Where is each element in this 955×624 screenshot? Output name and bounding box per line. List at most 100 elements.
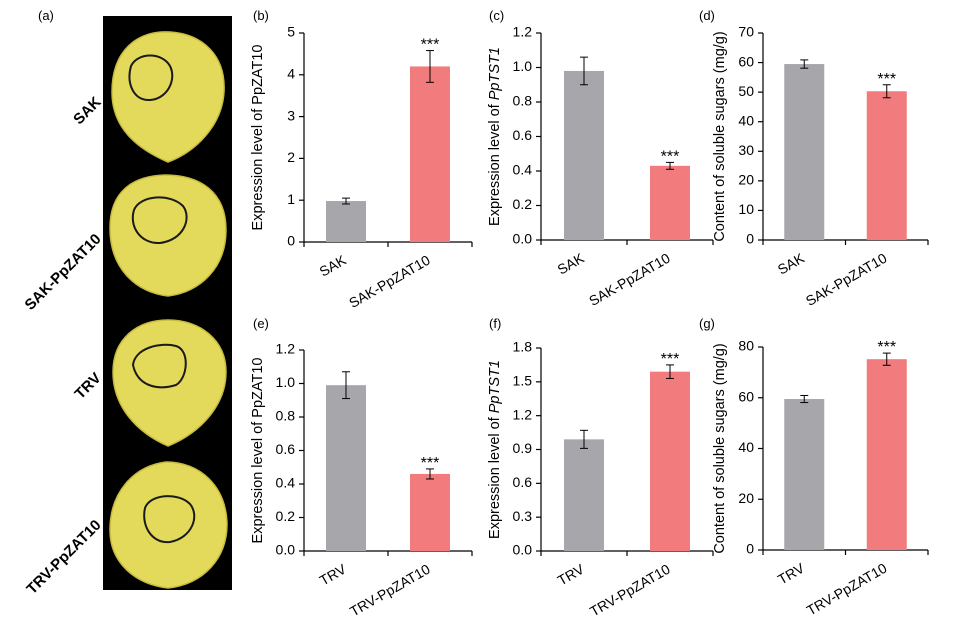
significance-label: *** (877, 339, 896, 356)
y-tick-label: 0.6 (513, 127, 533, 143)
panel-a: (a) SAK SAK-PpZAT10 TRV TRV-PpZAT10 (22, 8, 232, 598)
y-tick-label: 0.4 (276, 475, 296, 491)
y-tick-label: 0.0 (513, 542, 533, 558)
bar-sak (784, 64, 825, 240)
y-tick-label: 1.2 (513, 406, 533, 422)
bar-trv (784, 399, 825, 550)
y-tick-label: 0 (287, 233, 295, 249)
category-label: TRV (317, 560, 350, 588)
y-axis-title-part: Content of soluble sugars (mg/g) (712, 343, 728, 553)
y-tick-label: 0.6 (513, 474, 533, 490)
y-tick-label: 20 (738, 490, 754, 506)
y-tick-label: 50 (738, 83, 754, 99)
y-tick-label: 10 (738, 201, 754, 217)
y-tick-label: 0.0 (276, 542, 296, 558)
y-tick-label: 0.2 (276, 508, 296, 524)
category-label: TRV (555, 560, 588, 588)
y-axis-title: Expression level of PpZAT10 (250, 45, 266, 231)
y-tick-label: 40 (738, 112, 754, 128)
y-axis-title-part: PpTST1 (487, 47, 503, 100)
category-label: SAK (554, 249, 587, 277)
panel-letter-e: (e) (253, 316, 269, 331)
y-tick-label: 4 (287, 66, 295, 82)
chart-e: (e) 0.0 0.2 0.4 0.6 0.8 1.0 1.2 TRV *** TRV-PpZAT1… (250, 316, 473, 620)
y-axis-title: Content of soluble sugars (mg/g) (712, 343, 728, 553)
category-label: SAK-PpZAT10 (586, 250, 673, 309)
y-tick-label: 80 (738, 338, 754, 354)
category-label: TRV-PpZAT10 (347, 561, 433, 620)
category-label: TRV-PpZAT10 (587, 561, 673, 620)
y-tick-label: 1.2 (513, 24, 533, 40)
y-tick-label: 60 (738, 53, 754, 69)
chart-c: (c) 0.0 0.2 0.4 0.6 0.8 1.0 1.2 SAK *** SAK-PpZAT1… (487, 8, 714, 309)
bar-trv-ppzat10 (866, 359, 907, 550)
bar-sak-ppzat10 (650, 165, 690, 240)
y-axis-title-part: Expression level of (487, 100, 503, 226)
chart-b: (b) 0 1 2 3 4 5 SAK *** SAK-PpZAT10 Expression lev… (250, 8, 473, 311)
significance-label: *** (877, 71, 896, 88)
category-label: SAK-PpZAT10 (346, 252, 433, 311)
y-tick-label: 1.0 (513, 58, 533, 74)
y-axis-title-part: Content of soluble sugars (mg/g) (712, 31, 728, 241)
chart-g: (g) 0 20 40 60 80 TRV *** TRV-PpZAT10 Content of … (699, 316, 929, 619)
row-label-trv-ppzat10: TRV-PpZAT10 (23, 517, 104, 598)
charts: (b) 0 1 2 3 4 5 SAK *** SAK-PpZAT10 Expression lev… (250, 8, 929, 620)
y-tick-label: 0.4 (513, 162, 533, 178)
chart-f: (f) 0.0 0.3 0.6 0.9 1.2 1.5 1.8 TRV *** TRV-PpZAT1… (487, 316, 714, 620)
panel-letter-c: (c) (489, 8, 504, 23)
y-tick-label: 1.0 (276, 374, 296, 390)
panel-letter-d: (d) (699, 8, 715, 23)
y-tick-label: 0 (746, 541, 754, 557)
y-tick-label: 0 (746, 231, 754, 247)
y-tick-label: 40 (738, 439, 754, 455)
y-tick-label: 0.3 (513, 508, 533, 524)
y-tick-label: 1 (287, 191, 295, 207)
fruit-sak (111, 31, 225, 163)
y-tick-label: 1.8 (513, 339, 533, 355)
category-label: SAK (775, 249, 808, 277)
y-axis-title-part: Expression level of (487, 413, 503, 539)
significance-label: *** (661, 351, 680, 368)
y-tick-label: 0.9 (513, 440, 533, 456)
y-tick-label: 30 (738, 142, 754, 158)
y-tick-label: 1.2 (276, 341, 296, 357)
category-label: TRV (775, 559, 808, 587)
significance-label: *** (661, 148, 680, 165)
category-label: SAK-PpZAT10 (803, 250, 890, 309)
y-tick-label: 3 (287, 107, 295, 123)
y-tick-label: 2 (287, 149, 295, 165)
bar-trv-ppzat10 (650, 371, 690, 551)
y-tick-label: 0.6 (276, 441, 296, 457)
row-label-trv: TRV (72, 370, 105, 403)
bar-trv-ppzat10 (410, 473, 450, 551)
bar-sak-ppzat10 (410, 66, 450, 242)
panel-letter-f: (f) (489, 316, 501, 331)
category-label: TRV-PpZAT10 (804, 560, 890, 619)
bar-trv (326, 385, 366, 551)
y-tick-label: 20 (738, 172, 754, 188)
y-tick-label: 1.5 (513, 373, 533, 389)
panel-a-letter: (a) (38, 8, 54, 23)
fruit-trv (112, 319, 227, 447)
y-axis-title: Content of soluble sugars (mg/g) (712, 31, 728, 241)
category-label: SAK (316, 251, 349, 279)
fruit-sak-ppzat10 (109, 174, 227, 297)
y-axis-title: Expression level of PpTST1 (487, 47, 503, 226)
bar-sak (326, 201, 366, 242)
y-tick-label: 70 (738, 24, 754, 40)
y-tick-label: 60 (738, 388, 754, 404)
y-tick-label: 0.8 (513, 93, 533, 109)
bar-trv (564, 439, 604, 551)
y-tick-label: 0.8 (276, 408, 296, 424)
bar-sak (564, 70, 604, 240)
y-axis-title-part: Expression level of PpZAT10 (250, 45, 266, 231)
panel-letter-g: (g) (699, 316, 715, 331)
fruit-trv-ppzat10 (109, 461, 228, 589)
y-axis-title: Expression level of PpZAT10 (250, 358, 266, 544)
bar-sak-ppzat10 (866, 91, 907, 241)
y-axis-title: Expression level of PpTST1 (487, 360, 503, 539)
y-axis-title-part: PpTST1 (487, 360, 503, 413)
y-tick-label: 5 (287, 24, 295, 40)
row-label-sak-ppzat10: SAK-PpZAT10 (22, 231, 105, 314)
